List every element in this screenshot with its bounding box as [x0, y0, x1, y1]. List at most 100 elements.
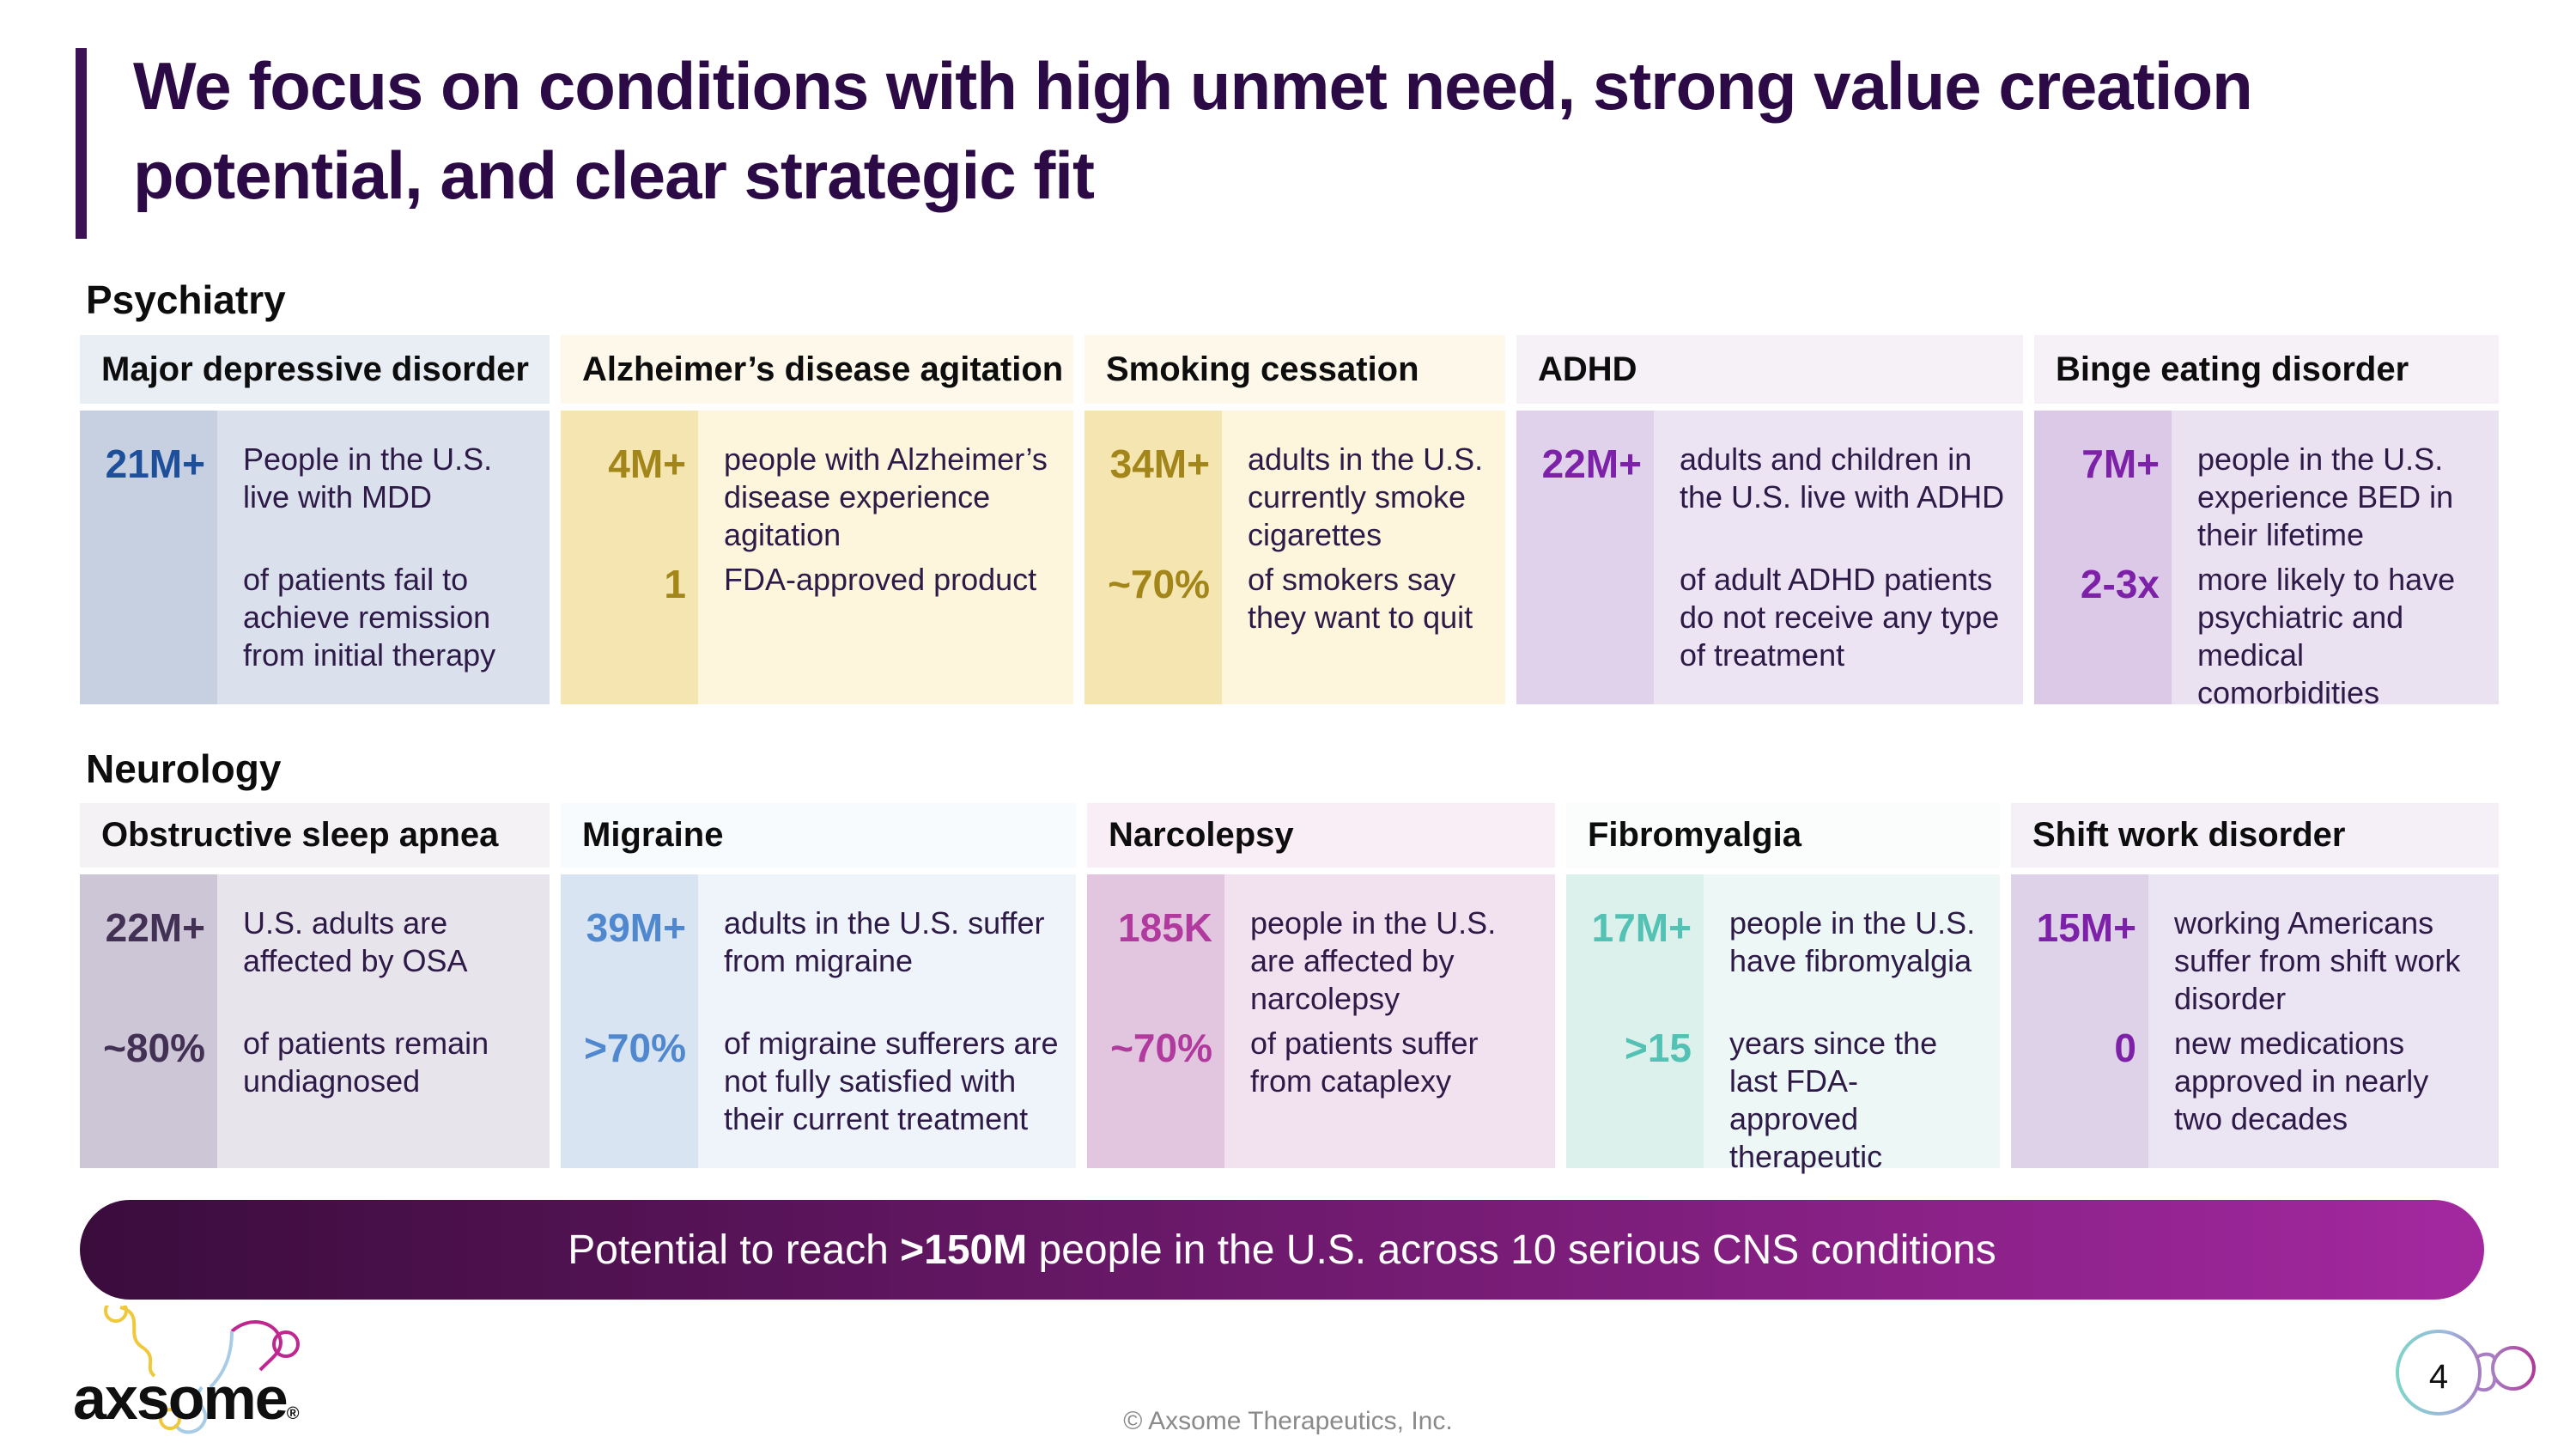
- card-title: Binge eating disorder: [2034, 335, 2499, 404]
- stat-descriptions: people with Alzheimer’s disease experien…: [698, 411, 1073, 704]
- stat-value: 17M+: [1591, 905, 1692, 950]
- stat-description: of patients suffer from cataplexy: [1250, 1026, 1479, 1099]
- stat-description: People in the U.S. live with MDD: [243, 441, 493, 514]
- stat-value: 39M+: [586, 905, 686, 950]
- card-title: Fibromyalgia: [1566, 803, 2000, 868]
- stat-description: adults in the U.S. currently smoke cigar…: [1248, 441, 1484, 552]
- stat-description: of patients fail to achieve remission fr…: [243, 562, 496, 673]
- section-label-psychiatry: Psychiatry: [86, 277, 286, 322]
- card-adhd: ADHD 22M+ adults and children in the U.S…: [1516, 335, 2023, 704]
- stat-value: 7M+: [2081, 441, 2160, 486]
- neuron-outline-icon: [2396, 1330, 2536, 1416]
- stat-descriptions: adults and children in the U.S. live wit…: [1654, 411, 2023, 704]
- stat-description: people in the U.S. have fibromyalgia: [1729, 905, 1976, 978]
- stat-description: adults in the U.S. suffer from migraine: [724, 905, 1045, 978]
- page-number-bubble: 4: [2366, 1317, 2555, 1437]
- section-label-neurology: Neurology: [86, 746, 282, 791]
- stat-descriptions: adults in the U.S. currently smoke cigar…: [1222, 411, 1505, 704]
- card-title: Obstructive sleep apnea: [80, 803, 550, 868]
- stat-value: 2-3x: [2080, 562, 2160, 606]
- stat-descriptions: people in the U.S. are affected by narco…: [1224, 874, 1555, 1168]
- stat-description: of smokers say they want to quit: [1248, 562, 1473, 635]
- card-body: 34M+ ~70% adults in the U.S. currently s…: [1084, 411, 1505, 704]
- card-shift-work-disorder: Shift work disorder 15M+ 0 working Ameri…: [2011, 803, 2499, 1168]
- stat-description: adults and children in the U.S. live wit…: [1680, 441, 2005, 514]
- card-body: 21M+ People in the U.S. live with MDD of…: [80, 411, 550, 704]
- logo-text: axsome: [73, 1365, 289, 1432]
- banner-text-prefix: Potential to reach: [568, 1227, 901, 1273]
- stat-value: 15M+: [2036, 905, 2136, 950]
- stat-value: 22M+: [105, 905, 205, 950]
- stat-value: ~70%: [1110, 1026, 1212, 1070]
- card-title: ADHD: [1516, 335, 2023, 404]
- card-migraine: Migraine 39M+ >70% adults in the U.S. su…: [561, 803, 1076, 1168]
- logo-wordmark: axsome®: [73, 1364, 300, 1433]
- card-title: Major depressive disorder: [80, 335, 550, 404]
- stat-value: >15: [1624, 1026, 1692, 1070]
- stat-column: 22M+: [1516, 411, 1654, 704]
- stat-description: working Americans suffer from shift work…: [2174, 905, 2461, 1016]
- stat-descriptions: People in the U.S. live with MDD of pati…: [217, 411, 550, 704]
- card-narcolepsy: Narcolepsy 185K ~70% people in the U.S. …: [1087, 803, 1555, 1168]
- slide-title-line1: We focus on conditions with high unmet n…: [133, 48, 2253, 124]
- psychiatry-card-row: Major depressive disorder 21M+ People in…: [80, 335, 2499, 710]
- stat-value: 4M+: [608, 441, 686, 486]
- logo-squiggle-art: [104, 1306, 300, 1434]
- stat-value: 34M+: [1109, 441, 1210, 486]
- stat-value: 0: [2114, 1026, 2136, 1070]
- stat-description: people in the U.S. experience BED in the…: [2197, 441, 2454, 552]
- stat-description: U.S. adults are affected by OSA: [243, 905, 468, 978]
- stat-column: 39M+ >70%: [561, 874, 698, 1168]
- stat-description: more likely to have psychiatric and medi…: [2197, 562, 2456, 710]
- stat-description: of adult ADHD patients do not receive an…: [1680, 562, 2000, 673]
- card-smoking-cessation: Smoking cessation 34M+ ~70% adults in th…: [1084, 335, 1505, 704]
- card-body: 22M+ ~80% U.S. adults are affected by OS…: [80, 874, 550, 1168]
- stat-value: 185K: [1118, 905, 1212, 950]
- title-accent-bar: [76, 48, 87, 239]
- stat-value: 21M+: [105, 441, 205, 486]
- banner-highlight: >150M: [900, 1227, 1028, 1273]
- page-number: 4: [2428, 1358, 2449, 1396]
- copyright-text: © Axsome Therapeutics, Inc.: [1123, 1407, 1453, 1435]
- card-body: 7M+ 2-3x people in the U.S. experience B…: [2034, 411, 2499, 710]
- stat-column: 185K ~70%: [1087, 874, 1224, 1168]
- stat-column: 4M+ 1: [561, 411, 698, 704]
- card-body: 22M+ adults and children in the U.S. liv…: [1516, 411, 2023, 704]
- card-body: 15M+ 0 working Americans suffer from shi…: [2011, 874, 2499, 1168]
- card-obstructive-sleep-apnea: Obstructive sleep apnea 22M+ ~80% U.S. a…: [80, 803, 550, 1168]
- stat-descriptions: U.S. adults are affected by OSA of patie…: [217, 874, 550, 1168]
- stat-descriptions: adults in the U.S. suffer from migraine …: [698, 874, 1076, 1168]
- stat-column: 7M+ 2-3x: [2034, 411, 2172, 704]
- banner-text: Potential to reach >150M people in the U…: [568, 1227, 1996, 1274]
- stat-description: people in the U.S. are affected by narco…: [1250, 905, 1497, 1016]
- reach-banner: Potential to reach >150M people in the U…: [80, 1200, 2484, 1300]
- stat-column: 17M+ >15: [1566, 874, 1704, 1168]
- card-body: 4M+ 1 people with Alzheimer’s disease ex…: [561, 411, 1073, 704]
- stat-column: 21M+: [80, 411, 217, 704]
- card-title: Smoking cessation: [1084, 335, 1505, 404]
- stat-column: 15M+ 0: [2011, 874, 2148, 1168]
- stat-descriptions: people in the U.S. experience BED in the…: [2172, 411, 2499, 710]
- stat-value: 1: [664, 562, 686, 606]
- stat-descriptions: working Americans suffer from shift work…: [2148, 874, 2499, 1168]
- stat-description: of patients remain undiagnosed: [243, 1026, 489, 1099]
- stat-description: FDA-approved product: [724, 562, 1037, 597]
- card-body: 185K ~70% people in the U.S. are affecte…: [1087, 874, 1555, 1168]
- stat-description: years since the last FDA-approved therap…: [1729, 1026, 1938, 1174]
- card-binge-eating-disorder: Binge eating disorder 7M+ 2-3x people in…: [2034, 335, 2499, 710]
- stat-value: >70%: [584, 1026, 686, 1070]
- slide-title: We focus on conditions with high unmet n…: [133, 41, 2520, 220]
- banner-text-suffix: people in the U.S. across 10 serious CNS…: [1027, 1227, 1996, 1273]
- logo-registered-mark: ®: [286, 1404, 300, 1423]
- slide-title-line2: potential, and clear strategic fit: [133, 137, 1095, 213]
- axsome-logo: axsome®: [73, 1306, 356, 1449]
- stat-description: new medications approved in nearly two d…: [2174, 1026, 2429, 1136]
- card-alzheimers-disease-agitation: Alzheimer’s disease agitation 4M+ 1 peop…: [561, 335, 1073, 704]
- stat-value: 22M+: [1541, 441, 1642, 486]
- stat-descriptions: people in the U.S. have fibromyalgia yea…: [1704, 874, 2000, 1174]
- stat-value: ~70%: [1108, 562, 1210, 606]
- card-body: 17M+ >15 people in the U.S. have fibromy…: [1566, 874, 2000, 1174]
- neurology-card-row: Obstructive sleep apnea 22M+ ~80% U.S. a…: [80, 803, 2499, 1174]
- card-fibromyalgia: Fibromyalgia 17M+ >15 people in the U.S.…: [1566, 803, 2000, 1174]
